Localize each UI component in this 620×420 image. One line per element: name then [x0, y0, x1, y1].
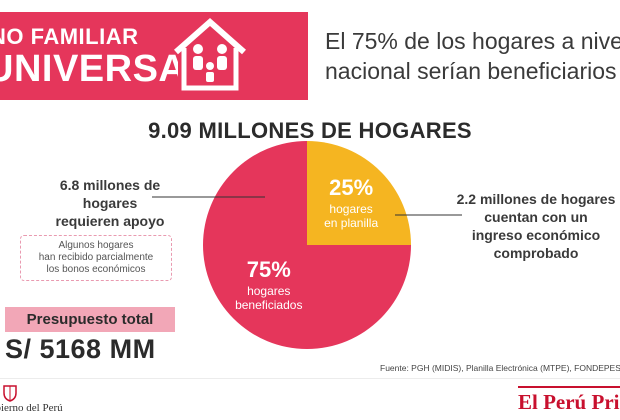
- footer-divider: [0, 378, 620, 379]
- program-title-line2: UNIVERSAL: [0, 48, 178, 90]
- note-line2: han recibido parcialmente: [38, 252, 154, 263]
- right-callout: 2.2 millones de hogares cuentan con un i…: [452, 190, 620, 262]
- source-note: Fuente: PGH (MIDIS), Planilla Electrónic…: [380, 363, 620, 373]
- pie-percent-label-1: 25%: [329, 175, 373, 200]
- note-line1: Algunos hogares: [58, 240, 134, 251]
- brand-logo: El Perú Primero: [518, 386, 620, 418]
- right-callout-line1: 2.2 millones de hogares: [456, 191, 616, 207]
- budget-value: S/ 5168 MM: [5, 334, 156, 364]
- chart-title: 9.09 MILLONES DE HOGARES: [148, 118, 472, 143]
- pie-slice-label-1-2: en planilla: [324, 216, 378, 230]
- gov-text: Gobierno del Perú: [0, 402, 63, 414]
- house-family-icon: [174, 17, 246, 91]
- note-line3: los bonos económicos: [46, 264, 146, 275]
- left-callout: 6.8 millones de hogares requieren apoyo: [20, 176, 200, 230]
- pie-slice-label-0-2: beneficiados: [235, 298, 302, 312]
- right-callout-line3: ingreso económico: [471, 227, 601, 243]
- program-title-line1: NO FAMILIAR: [0, 24, 139, 49]
- pie-slice-label-1-1: hogares: [329, 202, 372, 216]
- header-banner: [0, 12, 308, 100]
- budget-label: Presupuesto total: [5, 307, 175, 332]
- left-callout-line1: 6.8 millones de: [59, 177, 161, 193]
- pie-percent-label-0: 75%: [247, 257, 291, 282]
- left-callout-line2: hogares: [82, 195, 138, 211]
- pie-slice-1: [307, 141, 411, 245]
- peru-shield-icon: [3, 385, 17, 402]
- headline: El 75% de los hogares a nivel nacional s…: [325, 26, 620, 86]
- pie-slice-label-0-1: hogares: [247, 284, 290, 298]
- right-callout-line4: comprobado: [493, 245, 579, 261]
- headline-line2: nacional serían beneficiarios: [325, 58, 617, 84]
- headline-line1: El 75% de los hogares a nivel: [325, 28, 620, 54]
- right-callout-line2: cuentan con un: [484, 209, 588, 225]
- note-box: Algunos hogares han recibido parcialment…: [20, 235, 172, 281]
- left-callout-line3: requieren apoyo: [55, 213, 165, 229]
